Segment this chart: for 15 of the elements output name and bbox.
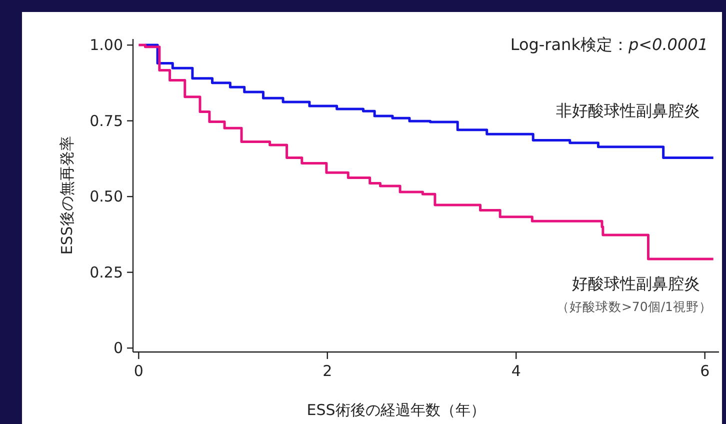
y-tick-label: 0.75 (90, 112, 123, 130)
series-label: 非好酸球性副鼻腔炎 (556, 100, 700, 120)
x-tick-label: 2 (322, 362, 332, 380)
y-tick-label: 0.50 (90, 188, 123, 206)
annotation: Log-rank検定：p<0.0001 (510, 35, 708, 54)
x-tick-label: 0 (134, 362, 144, 380)
x-axis-title: ESS術後の経過年数（年） (306, 401, 486, 419)
x-tick-label: 6 (700, 362, 710, 380)
annotation: （好酸球数>70個/1視野） (556, 298, 712, 314)
y-axis-title: ESS後の無再発率 (58, 136, 76, 255)
y-tick-label: 0.25 (90, 263, 123, 282)
x-tick-label: 4 (511, 362, 521, 380)
y-tick-label: 1.00 (90, 36, 123, 54)
series-label: 好酸球性副鼻腔炎 (572, 274, 700, 293)
y-tick-label: 0 (113, 339, 123, 358)
